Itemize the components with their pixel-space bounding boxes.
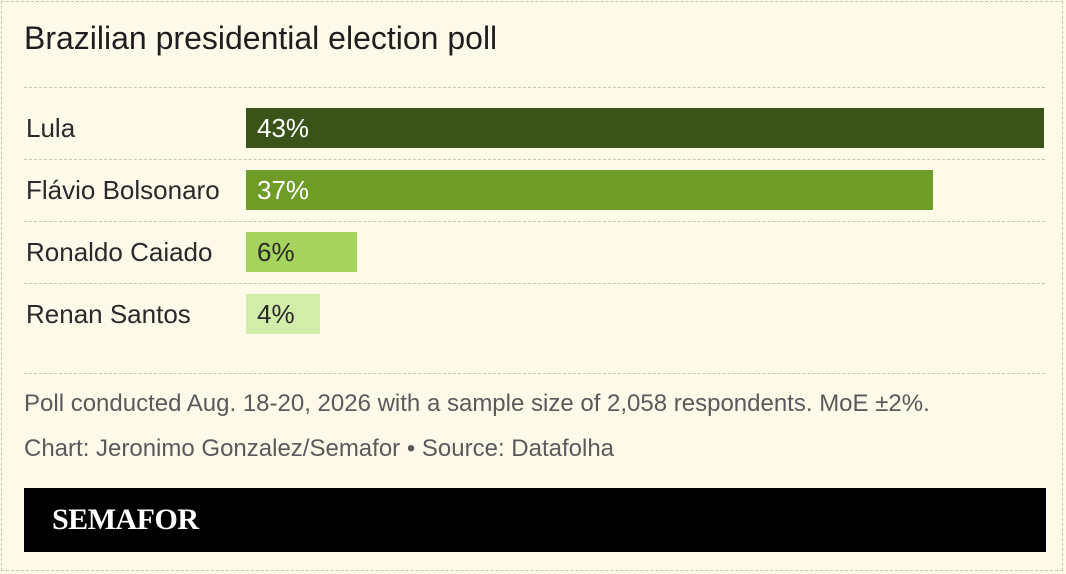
bottom-divider <box>24 373 1045 374</box>
row-divider <box>24 221 1045 222</box>
bar <box>246 170 933 210</box>
chart-title: Brazilian presidential election poll <box>24 20 498 56</box>
bar-value-label: 37% <box>257 175 310 205</box>
bar <box>246 108 1044 148</box>
row-divider <box>24 283 1045 284</box>
bar-value-label: 43% <box>257 113 310 143</box>
top-divider <box>24 87 1045 88</box>
source-credit: Chart: Jeronimo Gonzalez/Semafor • Sourc… <box>24 435 615 462</box>
row-divider <box>24 159 1045 160</box>
bar-value-label: 4% <box>257 299 295 329</box>
bar <box>246 232 357 272</box>
category-label: Lula <box>26 113 76 143</box>
poll-note: Poll conducted Aug. 18-20, 2026 with a s… <box>24 390 930 417</box>
bar-value-label: 6% <box>257 237 295 267</box>
category-label: Flávio Bolsonaro <box>26 175 220 205</box>
bar <box>246 294 320 334</box>
category-label: Ronaldo Caiado <box>26 237 213 267</box>
semafor-logo: SEMAFOR <box>52 503 199 536</box>
brand-bar: SEMAFOR <box>24 488 1046 552</box>
category-label: Renan Santos <box>26 299 191 329</box>
